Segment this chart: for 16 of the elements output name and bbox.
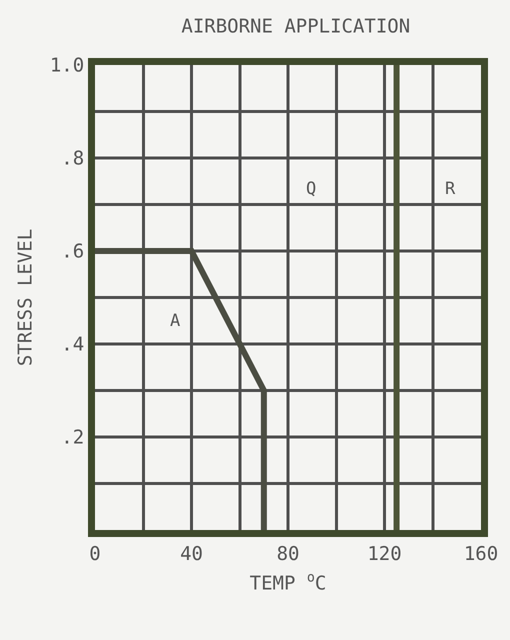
x-tick-label: 160	[464, 542, 498, 565]
y-tick-label: 1.0	[50, 54, 84, 77]
annotation: R	[445, 179, 456, 199]
x-tick-label: 0	[89, 542, 101, 565]
y-tick-label: .4	[61, 334, 84, 356]
x-tick-label: 80	[276, 542, 300, 565]
y-tick-label: .8	[61, 148, 84, 170]
y-tick-label: .6	[61, 240, 84, 263]
y-axis-title: STRESS LEVEL	[14, 228, 37, 366]
x-axis-title: TEMP $^{o}$C	[250, 570, 326, 595]
chart-title: AIRBORNE APPLICATION	[181, 16, 410, 38]
x-tick-label: 120	[367, 542, 402, 565]
annotation: Q	[306, 179, 316, 199]
y-tick-label: .2	[61, 426, 84, 449]
x-tick-label: 40	[180, 542, 203, 565]
annotation: A	[170, 311, 180, 331]
